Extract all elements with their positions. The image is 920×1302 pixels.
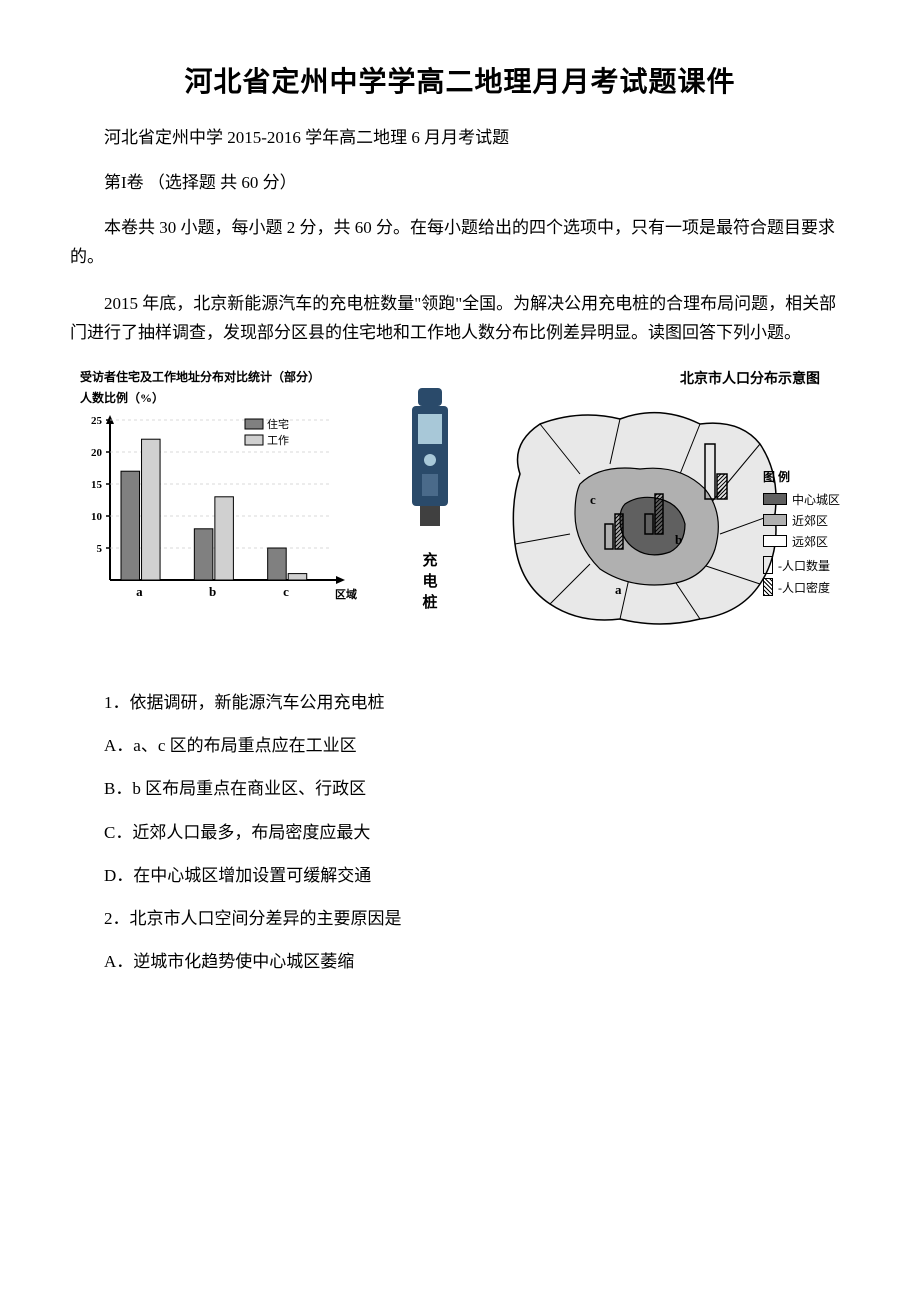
charger-area: 充电桩 xyxy=(390,368,470,612)
figure-container: 受访者住宅及工作地址分布对比统计（部分） 人数比例（%） 5 10 15 20 25 a… xyxy=(70,368,850,659)
svg-text:区域: 区域 xyxy=(335,587,357,601)
map-legend: 图 例 中心城区近郊区远郊区 - 人口数量- 人口密度 xyxy=(763,468,840,600)
question-1-option-c: C．近郊人口最多，布局密度应最大 xyxy=(70,819,850,846)
svg-text:20: 20 xyxy=(91,447,103,459)
question-1-stem: 1．依据调研，新能源汽车公用充电桩 xyxy=(70,689,850,716)
section-header: 第I卷 （选择题 共 60 分） xyxy=(70,169,850,196)
svg-text:15: 15 xyxy=(91,479,103,491)
svg-text:b: b xyxy=(675,532,682,547)
subtitle: 河北省定州中学 2015-2016 学年高二地理 6 月月考试题 xyxy=(70,124,850,151)
svg-text:住宅: 住宅 xyxy=(267,417,289,431)
svg-text:c: c xyxy=(590,492,596,507)
question-2-stem: 2．北京市人口空间分差异的主要原因是 xyxy=(70,905,850,932)
bar-chart-area: 受访者住宅及工作地址分布对比统计（部分） 人数比例（%） 5 10 15 20 25 a… xyxy=(80,368,380,610)
svg-text:10: 10 xyxy=(91,511,103,523)
chart-title: 受访者住宅及工作地址分布对比统计（部分） xyxy=(80,368,380,385)
page-title: 河北省定州中学学高二地理月月考试题课件 xyxy=(70,60,850,100)
chart-ylabel: 人数比例（%） xyxy=(80,389,380,406)
instruction-text: 本卷共 30 小题，每小题 2 分，共 60 分。在每小题给出的四个选项中，只有… xyxy=(70,214,850,272)
map-area: 北京市人口分布示意图 a b c xyxy=(480,368,840,659)
context-text: 2015 年底，北京新能源汽车的充电桩数量"领跑"全国。为解决公用充电桩的合理布… xyxy=(70,290,850,348)
svg-text:5: 5 xyxy=(97,543,103,555)
question-1-option-d: D．在中心城区增加设置可缓解交通 xyxy=(70,862,850,889)
svg-text:b: b xyxy=(209,584,216,599)
svg-text:a: a xyxy=(136,584,143,599)
question-2-option-a: A．逆城市化趋势使中心城区萎缩 xyxy=(70,948,850,975)
map-title: 北京市人口分布示意图 xyxy=(480,368,840,388)
charger-label: 充电桩 xyxy=(390,549,470,612)
legend-title: 图 例 xyxy=(763,468,840,485)
bar-chart-svg: 5 10 15 20 25 a b c 住宅工作 区域 xyxy=(80,410,360,610)
question-1-option-a: A．a、c 区的布局重点应在工业区 xyxy=(70,732,850,759)
svg-text:a: a xyxy=(615,582,622,597)
svg-text:工作: 工作 xyxy=(267,434,289,447)
svg-text:c: c xyxy=(283,584,289,599)
question-1-option-b: B．b 区布局重点在商业区、行政区 xyxy=(70,775,850,802)
charger-icon xyxy=(400,388,460,538)
svg-text:25: 25 xyxy=(91,415,103,427)
